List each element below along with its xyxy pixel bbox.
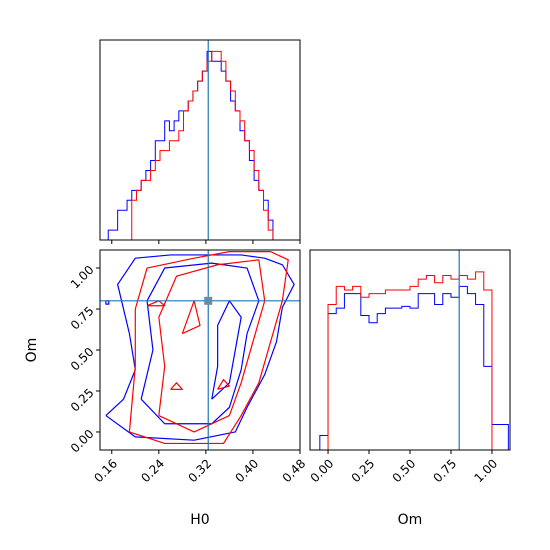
contour-series-1-level-0 [128, 251, 289, 445]
contour-x-tick-label: 0.40 [232, 456, 261, 485]
contour-series-1-level-4 [217, 378, 231, 390]
om-marginal-frame [309, 249, 511, 451]
om-marginal-x-tick-label: 0.25 [349, 456, 378, 485]
contour-y-tick-label: 0.25 [68, 386, 97, 415]
contour-series-0-level-2 [140, 262, 260, 425]
y-axis-label-om: Om [24, 338, 40, 363]
h0-marginal-panel [99, 39, 301, 244]
contour-series-1-level-2 [181, 300, 201, 335]
contour-y-tick-label: 0.00 [68, 427, 97, 456]
contour-x-tick-label: 0.32 [185, 456, 214, 485]
contour-series-1-level-5 [170, 382, 183, 390]
truth-marker [204, 296, 213, 305]
om-marginal-x-tick-label: 0.00 [308, 456, 337, 485]
contour-x-tick-label: 0.24 [138, 456, 167, 485]
om-marginal-x-tick-label: 1.00 [472, 456, 501, 485]
contour-x-tick-label: 0.48 [280, 456, 309, 485]
contour-y-tick-label: 0.50 [68, 345, 97, 374]
om-histogram-series-0 [319, 285, 509, 450]
x-axis-label-h0: H0 [190, 512, 209, 528]
contour-y-tick-label: 1.00 [68, 263, 97, 292]
x-axis-label-om: Om [398, 512, 423, 528]
contour-x-tick-label: 0.16 [91, 456, 120, 485]
contour-series-0-level-1 [105, 254, 295, 441]
h0-om-contour-panel: 0.16 0.24 0.32 0.40 0.48 0.00 0.25 0.50 0.75 1.00 [68, 249, 309, 485]
h0-marginal-frame [99, 39, 301, 241]
contour-series-0-level-3 [211, 300, 242, 400]
om-marginal-panel: 0.00 0.25 0.50 0.75 1.00 [308, 249, 511, 485]
contour-y-tick-label: 0.75 [68, 304, 97, 333]
om-histogram-series-1 [327, 271, 493, 450]
om-marginal-x-tick-label: 0.75 [431, 456, 460, 485]
h0-histogram-series-0 [103, 50, 288, 240]
axis-labels: H0 Om Om [24, 338, 422, 528]
contour-series-1-level-3 [146, 300, 166, 307]
h0-histogram-series-1 [131, 50, 288, 240]
om-marginal-x-tick-label: 0.50 [390, 456, 419, 485]
contour-series-1-level-1 [158, 259, 266, 433]
